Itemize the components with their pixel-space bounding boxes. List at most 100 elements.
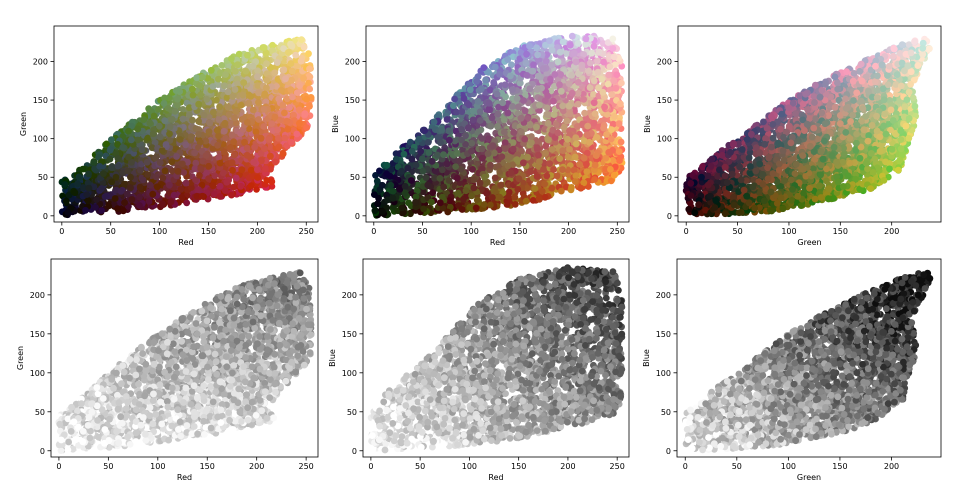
- scatter-point: [195, 131, 202, 138]
- scatter-point: [618, 62, 626, 70]
- scatter-point: [289, 93, 296, 101]
- scatter-point: [419, 188, 427, 196]
- scatter-point: [580, 96, 588, 103]
- scatter-point: [292, 51, 300, 59]
- scatter-point: [172, 145, 179, 153]
- scatter-point: [553, 172, 561, 180]
- scatter-point: [214, 141, 222, 149]
- scatter-point: [533, 86, 541, 93]
- scatter-point: [65, 191, 73, 199]
- scatter-point: [100, 170, 107, 178]
- scatter-point: [84, 179, 92, 187]
- scatter-point: [583, 149, 591, 157]
- scatter-point: [568, 184, 575, 191]
- scatter-point: [230, 151, 238, 159]
- scatter-point: [263, 77, 271, 84]
- scatter-point: [229, 166, 236, 174]
- scatter-point: [500, 104, 508, 112]
- scatter-point: [75, 173, 83, 181]
- scatter-point: [224, 103, 232, 111]
- scatter-point: [517, 48, 525, 56]
- scatter-point: [136, 202, 143, 209]
- scatter-point: [202, 137, 210, 145]
- scatter-point: [473, 77, 481, 85]
- scatter-point: [227, 55, 235, 62]
- scatter-point: [383, 161, 391, 169]
- scatter-point: [233, 119, 240, 127]
- scatter-point: [421, 127, 429, 134]
- scatter-point: [443, 116, 451, 123]
- scatter-point: [195, 126, 203, 133]
- scatter-point: [205, 113, 213, 120]
- scatter-point: [263, 84, 270, 92]
- scatter-point: [243, 119, 251, 126]
- scatter-point: [568, 32, 576, 40]
- scatter-point: [167, 198, 175, 206]
- scatter-point: [286, 104, 293, 111]
- scatter-point: [184, 158, 191, 166]
- scatter-point: [611, 112, 618, 120]
- scatter-point: [615, 120, 623, 128]
- scatter-point: [215, 116, 223, 123]
- scatter-point: [495, 103, 502, 111]
- scatter-point: [210, 108, 217, 116]
- scatter-point: [84, 197, 92, 205]
- scatter-point: [240, 79, 248, 86]
- scatter-point: [193, 192, 201, 200]
- scatter-point: [161, 167, 169, 175]
- scatter-point: [136, 193, 143, 201]
- scatter-point: [500, 116, 508, 124]
- scatter-point: [260, 44, 268, 51]
- scatter-point: [117, 187, 125, 195]
- scatter-point: [82, 206, 89, 214]
- scatter-point: [79, 165, 87, 173]
- scatter-point: [233, 75, 241, 83]
- scatter-point: [305, 50, 312, 58]
- scatter-point: [215, 132, 222, 140]
- scatter-point: [520, 159, 527, 167]
- scatter-point: [300, 43, 308, 51]
- scatter-point: [282, 75, 289, 83]
- scatter-point: [273, 59, 281, 66]
- scatter-point: [206, 119, 214, 127]
- scatter-point: [189, 91, 197, 99]
- scatter-point: [533, 44, 540, 52]
- scatter-point: [260, 106, 268, 113]
- scatter-point: [487, 161, 494, 169]
- scatter-point: [298, 36, 305, 43]
- scatter-point: [179, 106, 187, 113]
- scatter-point: [281, 109, 288, 117]
- scatter-point: [279, 101, 287, 109]
- scatter-point: [139, 176, 147, 184]
- scatter-point: [237, 101, 245, 109]
- scatter-point: [222, 71, 229, 78]
- scatter-point: [144, 134, 152, 142]
- scatter-point: [207, 66, 215, 74]
- y-axis-label: Green: [19, 112, 28, 136]
- scatter-point: [230, 138, 238, 146]
- scatter-point: [203, 169, 210, 177]
- scatter-point: [609, 120, 617, 128]
- scatter-point: [127, 184, 134, 192]
- scatter-point: [258, 157, 265, 165]
- scatter-point: [575, 70, 582, 78]
- scatter-point: [414, 181, 422, 189]
- scatter-point: [253, 186, 260, 193]
- scatter-point: [92, 204, 99, 211]
- scatter-point: [542, 41, 549, 49]
- scatter-point: [106, 155, 114, 163]
- scatter-point: [541, 180, 548, 188]
- scatter-point: [284, 125, 292, 133]
- scatter-point: [486, 86, 494, 94]
- scatter-point: [595, 84, 602, 92]
- scatter-point: [242, 67, 250, 75]
- scatter-point: [387, 166, 395, 173]
- scatter-point: [600, 124, 607, 132]
- scatter-point: [546, 37, 553, 45]
- scatter-point: [228, 159, 236, 167]
- scatter-point: [297, 57, 305, 65]
- scatter-point: [231, 114, 238, 122]
- scatter-point: [604, 80, 612, 88]
- scatter-point: [170, 191, 178, 199]
- scatter-point: [257, 134, 265, 142]
